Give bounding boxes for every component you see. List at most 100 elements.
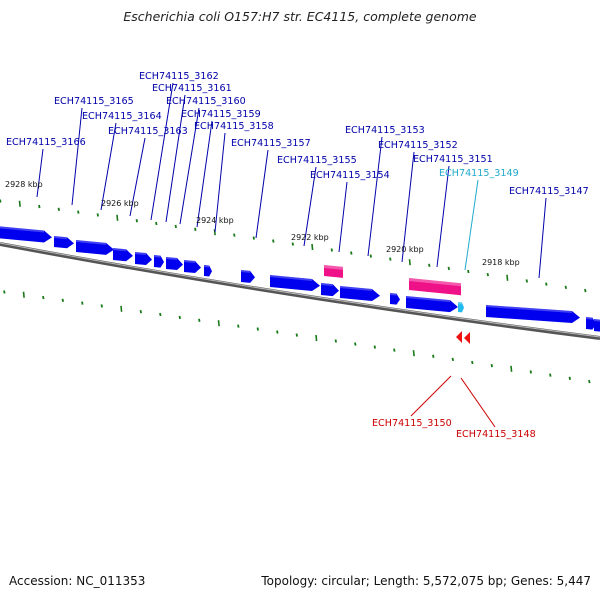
inner-tick	[42, 295, 45, 300]
genome-summary-text: Topology: circular; Length: 5,572,075 bp…	[261, 574, 591, 588]
gene-features	[0, 226, 600, 344]
outer-tick	[57, 207, 60, 211]
gene-labels: ECH74115_3166 ECH74115_3165 ECH74115_3164 E…	[6, 71, 589, 440]
leader-line	[71, 107, 83, 206]
gene-arrow	[594, 319, 600, 332]
reverse-gene-arrow	[464, 332, 470, 344]
outer-tick	[467, 269, 470, 274]
gene-arrow	[166, 257, 183, 271]
leader-line	[150, 82, 174, 221]
outer-tick	[545, 282, 548, 286]
gene-arrow	[241, 270, 255, 283]
inner-tick	[510, 365, 513, 372]
tick-label: 2918 kbp	[482, 258, 520, 267]
outer-tick	[408, 259, 411, 266]
leader-line	[367, 136, 383, 257]
gene-arrow	[113, 248, 133, 262]
leader-line	[303, 166, 317, 247]
tick-label: 2928 kbp	[5, 180, 43, 189]
outer-tick	[369, 254, 372, 258]
leader-line	[460, 377, 496, 428]
outer-tick	[96, 213, 99, 217]
outer-tick	[291, 242, 294, 246]
inner-tick	[3, 290, 6, 294]
gene-label: ECH74115_3154	[310, 170, 390, 181]
gene-label: ECH74115_3157	[231, 138, 311, 149]
leader-line	[464, 179, 479, 271]
leader-line	[36, 148, 44, 198]
genome-backbone	[0, 242, 600, 340]
outer-tick	[447, 266, 450, 271]
gene-arrow	[406, 296, 458, 313]
tick-label: 2924 kbp	[196, 216, 234, 225]
inner-tick	[393, 348, 396, 352]
outer-tick	[77, 210, 80, 214]
gene-label: ECH74115_3166	[6, 137, 86, 148]
map-title: Escherichia coli O157:H7 str. EC4115, co…	[123, 9, 477, 24]
inner-tick	[237, 324, 240, 328]
inner-tick	[295, 333, 298, 337]
leader-line	[196, 120, 213, 228]
gene-arrow	[321, 283, 339, 297]
outer-tick	[18, 200, 21, 207]
accession-text: Accession: NC_011353	[9, 574, 146, 588]
inner-tick	[490, 363, 493, 368]
leader-line	[179, 107, 200, 225]
outer-tick	[194, 227, 197, 231]
gene-label: ECH74115_3163	[108, 126, 188, 137]
gene-label: ECH74115_3150	[372, 418, 452, 429]
outer-tick	[252, 236, 255, 240]
gene-label: ECH74115_3160	[166, 96, 246, 107]
gene-arrow	[586, 317, 596, 330]
leader-line	[338, 181, 348, 253]
inner-tick	[451, 357, 454, 362]
leader-line	[214, 132, 226, 233]
inner-tick	[334, 339, 337, 343]
leader-line	[538, 197, 547, 279]
gene-arrow	[458, 302, 464, 313]
gene-arrow	[184, 260, 201, 274]
outer-tick	[174, 224, 177, 229]
inner-tick	[588, 379, 591, 384]
inner-tick	[568, 376, 571, 380]
tick-label: 2922 kbp	[291, 233, 329, 242]
outer-tick	[272, 239, 275, 243]
leader-line	[100, 122, 117, 211]
inner-tick	[198, 318, 201, 322]
leader-line	[255, 149, 269, 239]
inner-tick	[100, 304, 103, 308]
outer-tick	[486, 272, 489, 277]
outer-tick	[155, 221, 158, 226]
gene-arrow	[204, 265, 212, 277]
rna-gene	[324, 265, 343, 278]
gene-arrow	[340, 286, 380, 302]
outer-tick	[584, 288, 587, 293]
gene-arrow	[390, 293, 400, 305]
outer-tick	[564, 285, 567, 289]
inner-tick-track	[3, 290, 591, 384]
leader-line	[129, 137, 146, 217]
label-leader-lines	[36, 82, 547, 428]
outer-tick	[135, 218, 138, 223]
outer-tick	[213, 229, 216, 236]
gene-arrow	[154, 255, 164, 268]
gene-label: ECH74115_3164	[82, 111, 162, 122]
inner-tick	[139, 309, 142, 314]
kbp-tick-labels: 2928 kbp 2926 kbp 2924 kbp 2922 kbp 2920 kbp…	[5, 180, 520, 267]
gene-arrow	[0, 226, 52, 243]
inner-tick	[22, 291, 25, 298]
rna-gene	[409, 278, 461, 296]
leader-line	[410, 375, 452, 417]
gene-label: ECH74115_3149	[439, 168, 519, 179]
outer-tick	[428, 263, 431, 267]
inner-tick	[549, 373, 552, 377]
leader-line	[401, 151, 415, 263]
inner-tick	[159, 312, 162, 317]
gene-label: ECH74115_3152	[378, 140, 458, 151]
gene-label: ECH74115_3151	[413, 154, 493, 165]
gene-label: ECH74115_3162	[139, 71, 219, 82]
outer-tick	[506, 274, 509, 281]
gene-arrow	[54, 236, 74, 249]
